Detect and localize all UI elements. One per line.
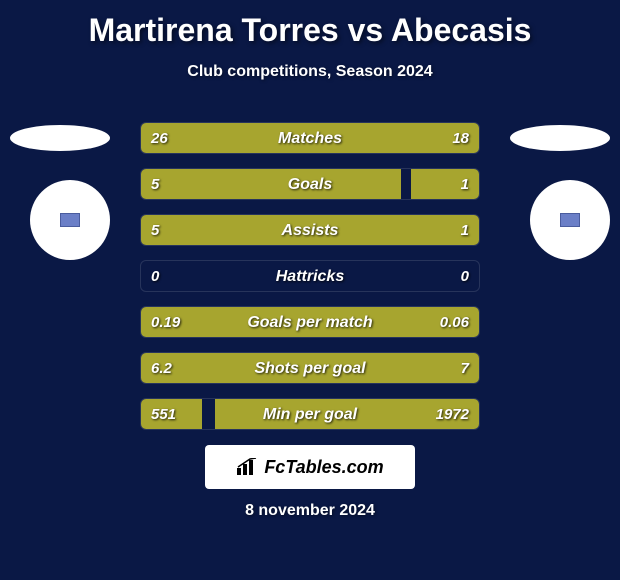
comparison-date: 8 november 2024 (0, 502, 620, 520)
player-left-club-badge (30, 180, 110, 260)
stat-row: 51Assists (140, 214, 480, 246)
stat-row: 6.27Shots per goal (140, 352, 480, 384)
brand-text: FcTables.com (264, 457, 383, 478)
brand-badge: FcTables.com (205, 445, 415, 489)
comparison-bars-container: 2618Matches 51Goals 51Assists 00Hattricks 0.… (140, 122, 480, 444)
brand-chart-icon (236, 458, 258, 476)
stat-row: 00Hattricks (140, 260, 480, 292)
stat-label: Matches (141, 123, 479, 154)
player-left-flag (10, 125, 110, 151)
stat-label: Min per goal (141, 399, 479, 430)
stat-label: Shots per goal (141, 353, 479, 384)
stat-label: Goals (141, 169, 479, 200)
stat-row: 51Goals (140, 168, 480, 200)
stat-row: 5511972Min per goal (140, 398, 480, 430)
club-badge-placeholder-icon (560, 213, 580, 227)
stat-row: 0.190.06Goals per match (140, 306, 480, 338)
comparison-subtitle: Club competitions, Season 2024 (0, 63, 620, 81)
player-right-flag (510, 125, 610, 151)
club-badge-placeholder-icon (60, 213, 80, 227)
stat-row: 2618Matches (140, 122, 480, 154)
stat-label: Assists (141, 215, 479, 246)
stat-label: Goals per match (141, 307, 479, 338)
player-right-club-badge (530, 180, 610, 260)
comparison-title: Martirena Torres vs Abecasis (0, 0, 620, 49)
stat-label: Hattricks (141, 261, 479, 292)
